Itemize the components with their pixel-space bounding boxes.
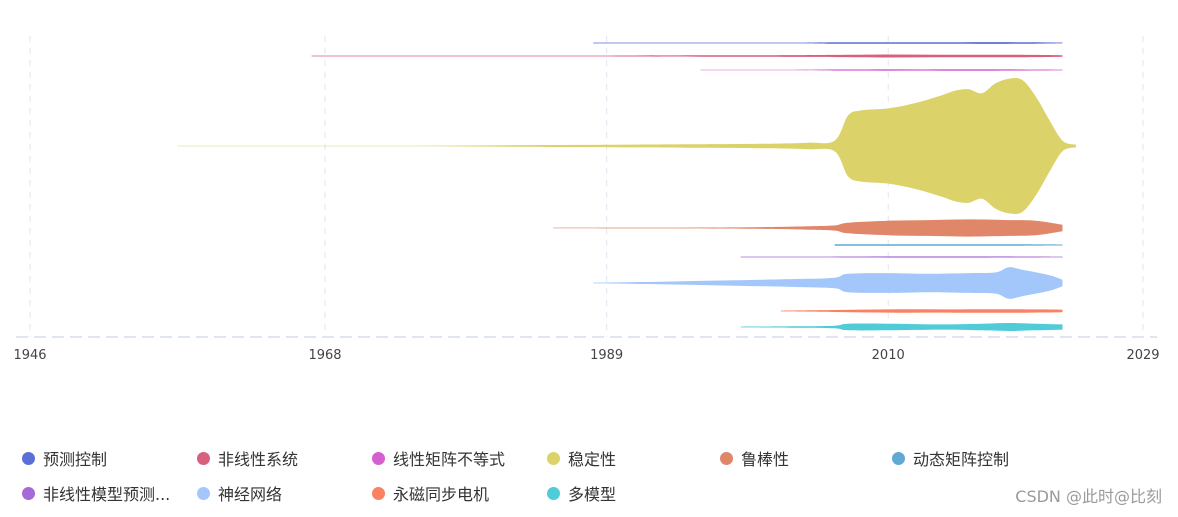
legend-label: 动态矩阵控制 [913, 450, 1010, 469]
x-tick-label: 2010 [872, 348, 905, 363]
legend-item-nonlinear-system[interactable]: 非线性系统 [197, 446, 298, 470]
legend-dot [22, 486, 35, 500]
legend-item-multi-model[interactable]: 多模型 [547, 481, 616, 505]
x-axis: 1946 1968 1989 2010 2029 [13, 336, 1160, 363]
stream-7[interactable] [593, 267, 1063, 299]
legend-label: 预测控制 [43, 450, 108, 469]
legend-dot [372, 451, 385, 465]
stream-5[interactable] [834, 244, 1063, 246]
legend-label: 多模型 [568, 485, 617, 504]
x-tick-label: 1946 [13, 348, 46, 363]
legend-row-1: 预测控制 非线性系统 线性矩阵不等式 稳定性 鲁棒性 动态矩阵控制 [22, 446, 1152, 481]
stream-0[interactable] [593, 42, 1063, 44]
legend-item-nmpc[interactable]: 非线性模型预测... [22, 481, 170, 505]
stream-4[interactable] [553, 219, 1063, 237]
legend-item-predictive-control[interactable]: 预测控制 [22, 446, 107, 470]
legend-dot [22, 451, 35, 465]
stream-9[interactable] [740, 323, 1063, 331]
legend-label: 神经网络 [218, 485, 283, 504]
stream-6[interactable] [740, 256, 1063, 258]
stream-8[interactable] [780, 309, 1063, 313]
legend-item-lmi[interactable]: 线性矩阵不等式 [372, 446, 505, 470]
legend-label: 非线性模型预测... [43, 485, 171, 504]
stream-2[interactable] [700, 69, 1063, 71]
legend-label: 鲁棒性 [741, 450, 790, 469]
legend-label: 线性矩阵不等式 [393, 450, 506, 469]
watermark: CSDN @此时@比刻 [1015, 487, 1162, 506]
legend-item-robustness[interactable]: 鲁棒性 [720, 446, 789, 470]
legend-dot [197, 451, 210, 465]
legend-dot [892, 451, 905, 465]
legend-label: 稳定性 [568, 450, 617, 469]
legend-dot [197, 486, 210, 500]
stream-layers [177, 42, 1077, 331]
legend-dot [547, 486, 560, 500]
legend-item-dmc[interactable]: 动态矩阵控制 [892, 446, 1009, 470]
legend-dot [720, 451, 733, 465]
legend: 预测控制 非线性系统 线性矩阵不等式 稳定性 鲁棒性 动态矩阵控制 非线性模型预… [22, 446, 1152, 516]
legend-row-2: 非线性模型预测... 神经网络 永磁同步电机 多模型 [22, 481, 1152, 516]
legend-item-pmsm[interactable]: 永磁同步电机 [372, 481, 489, 505]
legend-item-stability[interactable]: 稳定性 [547, 446, 616, 470]
stream-3[interactable] [177, 77, 1077, 215]
x-tick-label: 2029 [1126, 348, 1159, 363]
legend-dot [372, 486, 385, 500]
theme-river-chart: 1946 1968 1989 2010 2029 [13, 36, 1160, 363]
stream-1[interactable] [311, 54, 1063, 58]
legend-item-neural-network[interactable]: 神经网络 [197, 481, 282, 505]
x-tick-label: 1968 [308, 348, 341, 363]
legend-label: 永磁同步电机 [393, 485, 490, 504]
legend-dot [547, 451, 560, 465]
x-tick-label: 1989 [590, 348, 623, 363]
vertical-grid-lines [29, 36, 1144, 337]
legend-label: 非线性系统 [218, 450, 299, 469]
